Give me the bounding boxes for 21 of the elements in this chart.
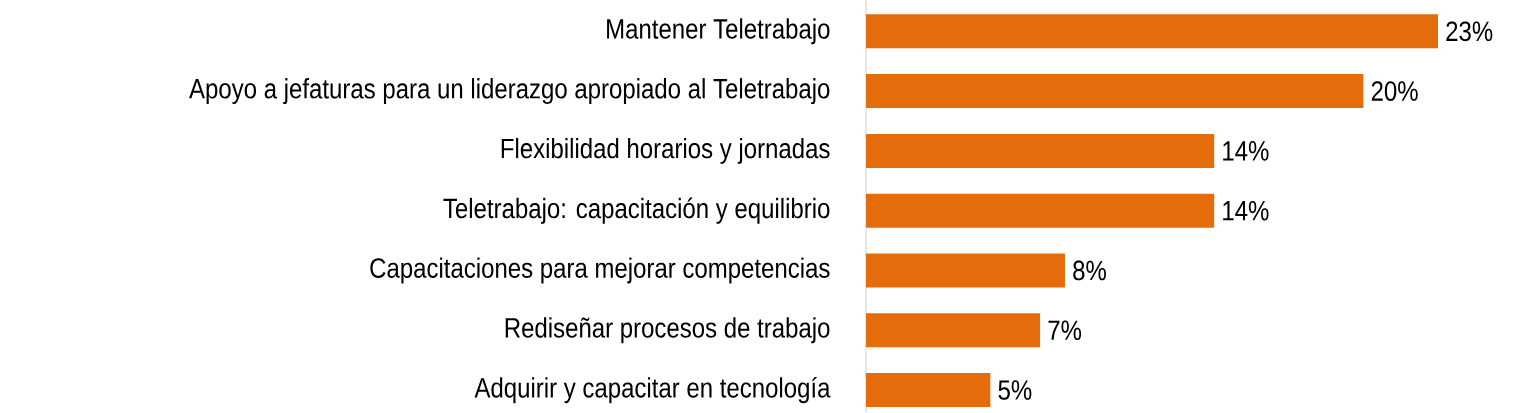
y-tick-label: Rediseñar procesos de trabajo [505,317,830,344]
bar [866,134,1215,169]
data-label: 23% [1446,21,1493,42]
y-tick-label: Mantener Teletrabajo [607,18,830,45]
y-tick-label: Flexibilidad horarios y jornadas [501,138,830,165]
y-tick-label: Adquirir y capacitar en tecnología [474,377,831,404]
data-label: 7% [1048,320,1082,341]
bar [866,14,1438,49]
y-tick-label: Teletrabajo: capacitación y equilibrio [443,197,830,225]
bar [866,373,991,408]
data-label: 5% [998,380,1032,401]
bar [866,313,1041,348]
data-label: 20% [1371,81,1418,102]
data-label: 14% [1223,201,1269,221]
data-label: 14% [1223,141,1269,161]
bar [866,253,1065,288]
data-label: 8% [1073,260,1106,281]
bar [866,74,1364,109]
y-tick-label: Apoyo a jefaturas para un liderazgo apropiado al Teletrabajo [189,78,830,105]
bar [866,193,1215,228]
y-tick-label: Capacitaciones para mejorar competencias [370,257,830,284]
